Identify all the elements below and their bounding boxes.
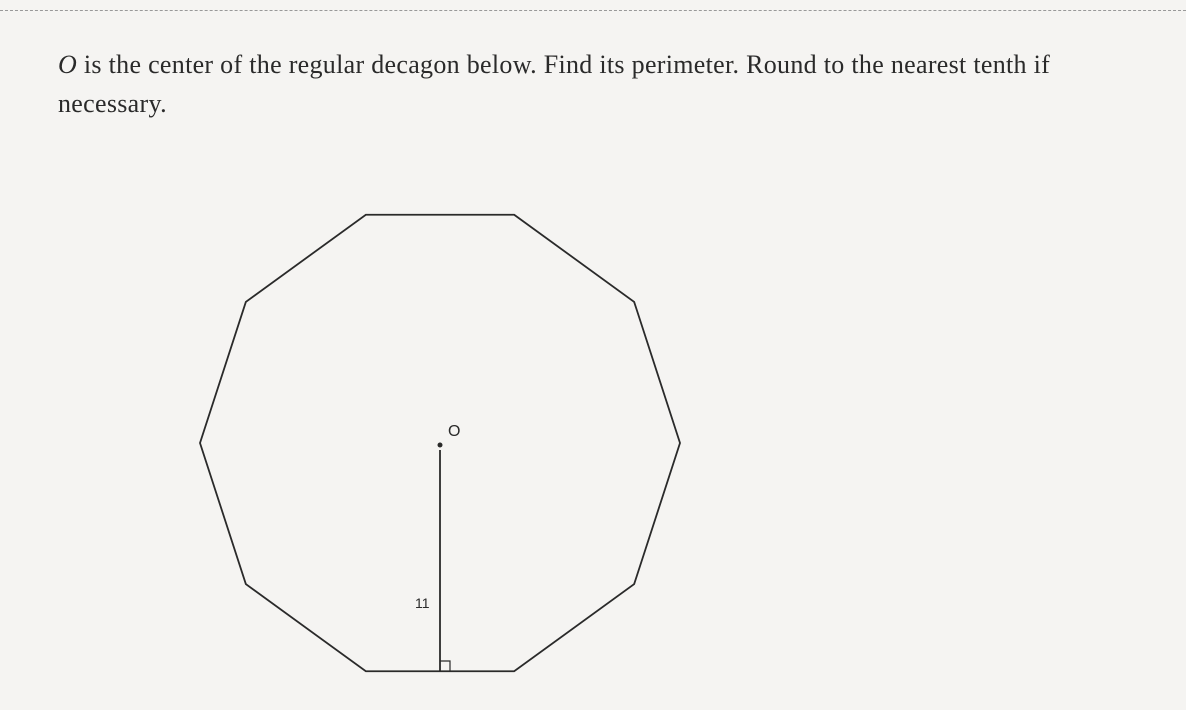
center-point-o [438,443,443,448]
apothem-label: 11 [415,595,430,611]
question-text: O is the center of the regular decagon b… [58,45,1128,123]
italic-variable-o: O [58,50,77,79]
content-area: O is the center of the regular decagon b… [0,0,1186,123]
diagram-container: O 11 [0,143,1186,703]
decagon-diagram [0,143,1186,703]
top-divider [0,10,1186,11]
question-body: is the center of the regular decagon bel… [58,50,1050,118]
right-angle-marker [440,661,450,671]
center-label-o: O [448,423,460,441]
